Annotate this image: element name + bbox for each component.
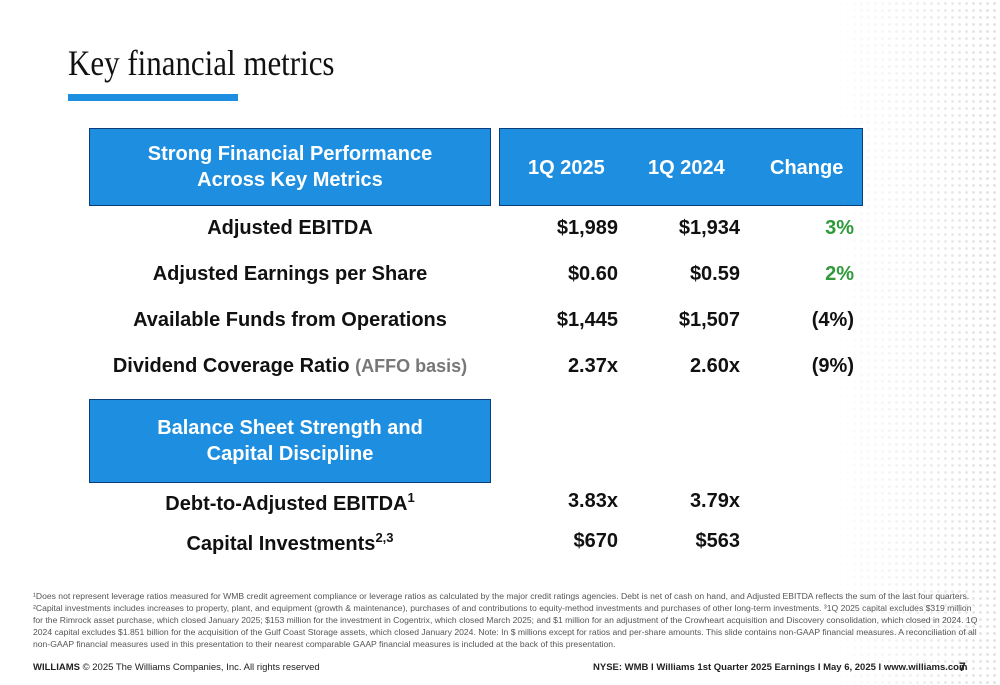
- metric-value-1q2024: 2.60x: [689, 355, 740, 377]
- footnote-text: ¹Does not represent leverage ratios meas…: [33, 591, 978, 649]
- balance-value-1q2025: $670: [573, 530, 619, 552]
- metric-change: (9%): [811, 355, 854, 377]
- metric-label: Adjusted EBITDA: [207, 217, 373, 239]
- footer-info: NYSE: WMB I Williams 1st Quarter 2025 Ea…: [593, 662, 968, 673]
- metric-value-1q2024: $1,934: [678, 217, 740, 239]
- balance-value-1q2024: $563: [695, 530, 741, 552]
- balance-value-1q2024: 3.79x: [689, 490, 740, 512]
- metric-label: Available Funds from Operations: [133, 309, 447, 331]
- metric-label: Adjusted Earnings per Share: [152, 263, 428, 285]
- metric-change: 3%: [825, 217, 854, 239]
- balance-value-1q2025: 3.83x: [567, 490, 618, 512]
- metric-change: 2%: [825, 263, 854, 285]
- column-header-1q2025: 1Q 2025: [528, 157, 605, 179]
- metric-value-1q2025: 2.37x: [567, 355, 618, 377]
- metric-change: (4%): [811, 309, 854, 331]
- metric-label: Dividend Coverage Ratio (AFFO basis): [112, 355, 468, 377]
- dot-pattern-decoration: [830, 0, 1000, 685]
- metric-label-note: (AFFO basis): [355, 356, 468, 376]
- title-underline: [68, 94, 238, 101]
- performance-header-line1: Strong Financial Performance: [147, 143, 433, 165]
- performance-header-box: Strong Financial Performance Across Key …: [89, 128, 491, 206]
- column-header-1q2024: 1Q 2024: [648, 157, 725, 179]
- performance-header-line2: Across Key Metrics: [197, 169, 383, 191]
- footer-copyright: WILLIAMS © 2025 The Williams Companies, …: [33, 662, 320, 673]
- footnote-ref: 1: [407, 490, 415, 505]
- column-header-change: Change: [770, 157, 844, 179]
- metric-value-1q2025: $1,989: [556, 217, 618, 239]
- page-number: 7: [959, 660, 966, 674]
- balance-sheet-header-box: Balance Sheet Strength and Capital Disci…: [89, 399, 491, 483]
- metric-value-1q2025: $1,445: [556, 309, 618, 331]
- metric-value-1q2024: $0.59: [689, 263, 740, 285]
- metric-value-1q2025: $0.60: [567, 263, 618, 285]
- slide-title: Key financial metrics: [68, 43, 335, 83]
- balance-header-line1: Balance Sheet Strength and: [157, 417, 423, 439]
- metric-value-1q2024: $1,507: [678, 309, 740, 331]
- balance-metric-label: Capital Investments2,3: [186, 530, 394, 555]
- column-header-box: 1Q 2025 1Q 2024 Change: [499, 128, 863, 206]
- balance-header-line2: Capital Discipline: [206, 443, 374, 465]
- footnote-ref: 2,3: [375, 530, 394, 545]
- balance-metric-label: Debt-to-Adjusted EBITDA1: [165, 490, 415, 515]
- footer-brand: WILLIAMS: [33, 662, 80, 673]
